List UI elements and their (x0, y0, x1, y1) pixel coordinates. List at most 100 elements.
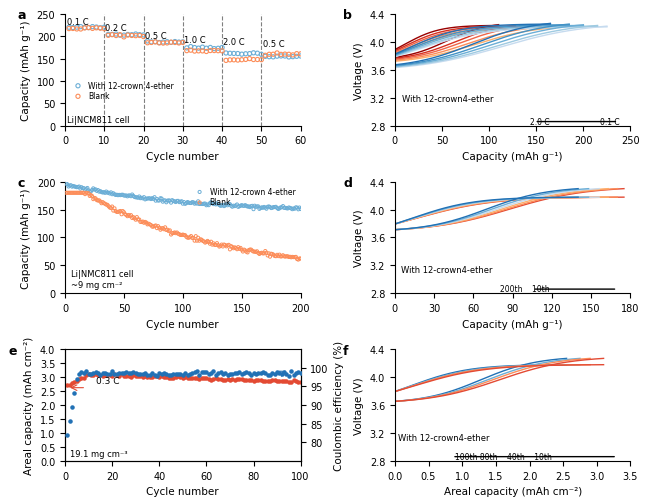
With 12-crown 4-ether (122, 193, 133, 201)
With 12-crown 4-ether (200, 200, 211, 208)
Point (109, 370, 120, 378)
Point (121, 369, 131, 377)
With 12-crown 4-ether (225, 201, 235, 209)
Point (215, 368, 226, 376)
With 12-crown 4-ether (119, 192, 129, 200)
Point (194, 375, 205, 383)
Point (185, 370, 195, 378)
Point (69, 389, 79, 397)
Point (255, 369, 266, 377)
Blank (140, 218, 150, 226)
Blank (64, 189, 75, 197)
Point (246, 376, 256, 384)
Blank (99, 26, 109, 34)
Point (203, 375, 214, 383)
Point (291, 369, 301, 377)
Blank (194, 237, 205, 245)
With 12-crown 4-ether (238, 202, 248, 210)
Blank (66, 189, 76, 197)
Point (225, 371, 235, 379)
Blank (146, 221, 156, 229)
Blank (93, 197, 103, 205)
Blank (150, 39, 161, 47)
Point (135, 370, 146, 378)
With 12-crown 4-ether (121, 192, 131, 200)
Blank (188, 234, 199, 242)
With 12-crown 4-ether (155, 195, 166, 203)
With 12-crown 4-ether (260, 53, 270, 61)
With 12-crown 4-ether (141, 195, 151, 203)
Point (267, 376, 278, 384)
Point (218, 376, 228, 384)
Point (239, 376, 250, 384)
Blank (87, 192, 98, 200)
Blank (189, 48, 200, 56)
Blank (121, 211, 131, 219)
With 12-crown 4-ether (107, 32, 117, 40)
With 12-crown 4-ether (244, 203, 254, 211)
Point (244, 376, 254, 384)
Blank (234, 245, 244, 254)
Blank (285, 253, 295, 261)
Text: f: f (343, 344, 348, 357)
Blank (174, 40, 184, 48)
Point (187, 369, 198, 377)
Text: With 12-crown4-ether: With 12-crown4-ether (402, 95, 494, 104)
Point (295, 369, 306, 377)
Point (74, 370, 85, 378)
Point (166, 374, 176, 382)
With 12-crown 4-ether (221, 50, 231, 58)
With 12-crown 4-ether (247, 202, 257, 210)
Point (168, 370, 179, 378)
Blank (233, 57, 243, 65)
Blank (155, 226, 166, 234)
With 12-crown 4-ether (208, 201, 218, 209)
With 12-crown 4-ether (257, 204, 268, 212)
Point (289, 377, 299, 385)
With 12-crown 4-ether (135, 32, 145, 40)
With 12-crown 4-ether (207, 200, 218, 208)
Blank (131, 216, 141, 224)
Point (222, 371, 233, 379)
With 12-crown 4-ether (259, 203, 269, 211)
Point (253, 369, 263, 377)
With 12-crown 4-ether (198, 200, 208, 208)
Blank (118, 207, 128, 215)
Blank (199, 238, 209, 246)
Blank (289, 254, 299, 262)
With 12-crown 4-ether (128, 192, 138, 200)
Blank (76, 189, 86, 197)
With 12-crown 4-ether (272, 53, 282, 61)
Point (229, 369, 240, 377)
Point (159, 369, 169, 377)
With 12-crown 4-ether (214, 201, 224, 209)
Point (62, 381, 73, 389)
Blank (221, 243, 231, 251)
With 12-crown 4-ether (115, 32, 125, 40)
Blank (222, 242, 233, 250)
With 12-crown 4-ether (135, 195, 146, 203)
With 12-crown 4-ether (99, 189, 109, 197)
With 12-crown 4-ether (106, 189, 116, 197)
Blank (127, 214, 137, 222)
Blank (260, 247, 270, 256)
Point (270, 376, 280, 384)
With 12-crown 4-ether (246, 203, 256, 211)
With 12-crown 4-ether (287, 206, 298, 214)
With 12-crown 4-ether (124, 192, 134, 200)
Point (222, 376, 233, 384)
Blank (62, 189, 73, 197)
Blank (83, 25, 94, 33)
Blank (177, 231, 188, 239)
Legend: With 12-crown 4-ether, Blank: With 12-crown 4-ether, Blank (190, 186, 297, 208)
With 12-crown 4-ether (83, 25, 94, 33)
Y-axis label: Capacity (mAh g⁻¹): Capacity (mAh g⁻¹) (21, 188, 31, 288)
Point (133, 373, 143, 381)
Blank (177, 39, 188, 47)
With 12-crown 4-ether (252, 203, 262, 211)
Y-axis label: Capacity (mAh g⁻¹): Capacity (mAh g⁻¹) (21, 21, 31, 121)
Blank (220, 241, 231, 249)
Point (232, 376, 242, 384)
With 12-crown 4-ether (199, 200, 209, 208)
Point (151, 372, 162, 380)
